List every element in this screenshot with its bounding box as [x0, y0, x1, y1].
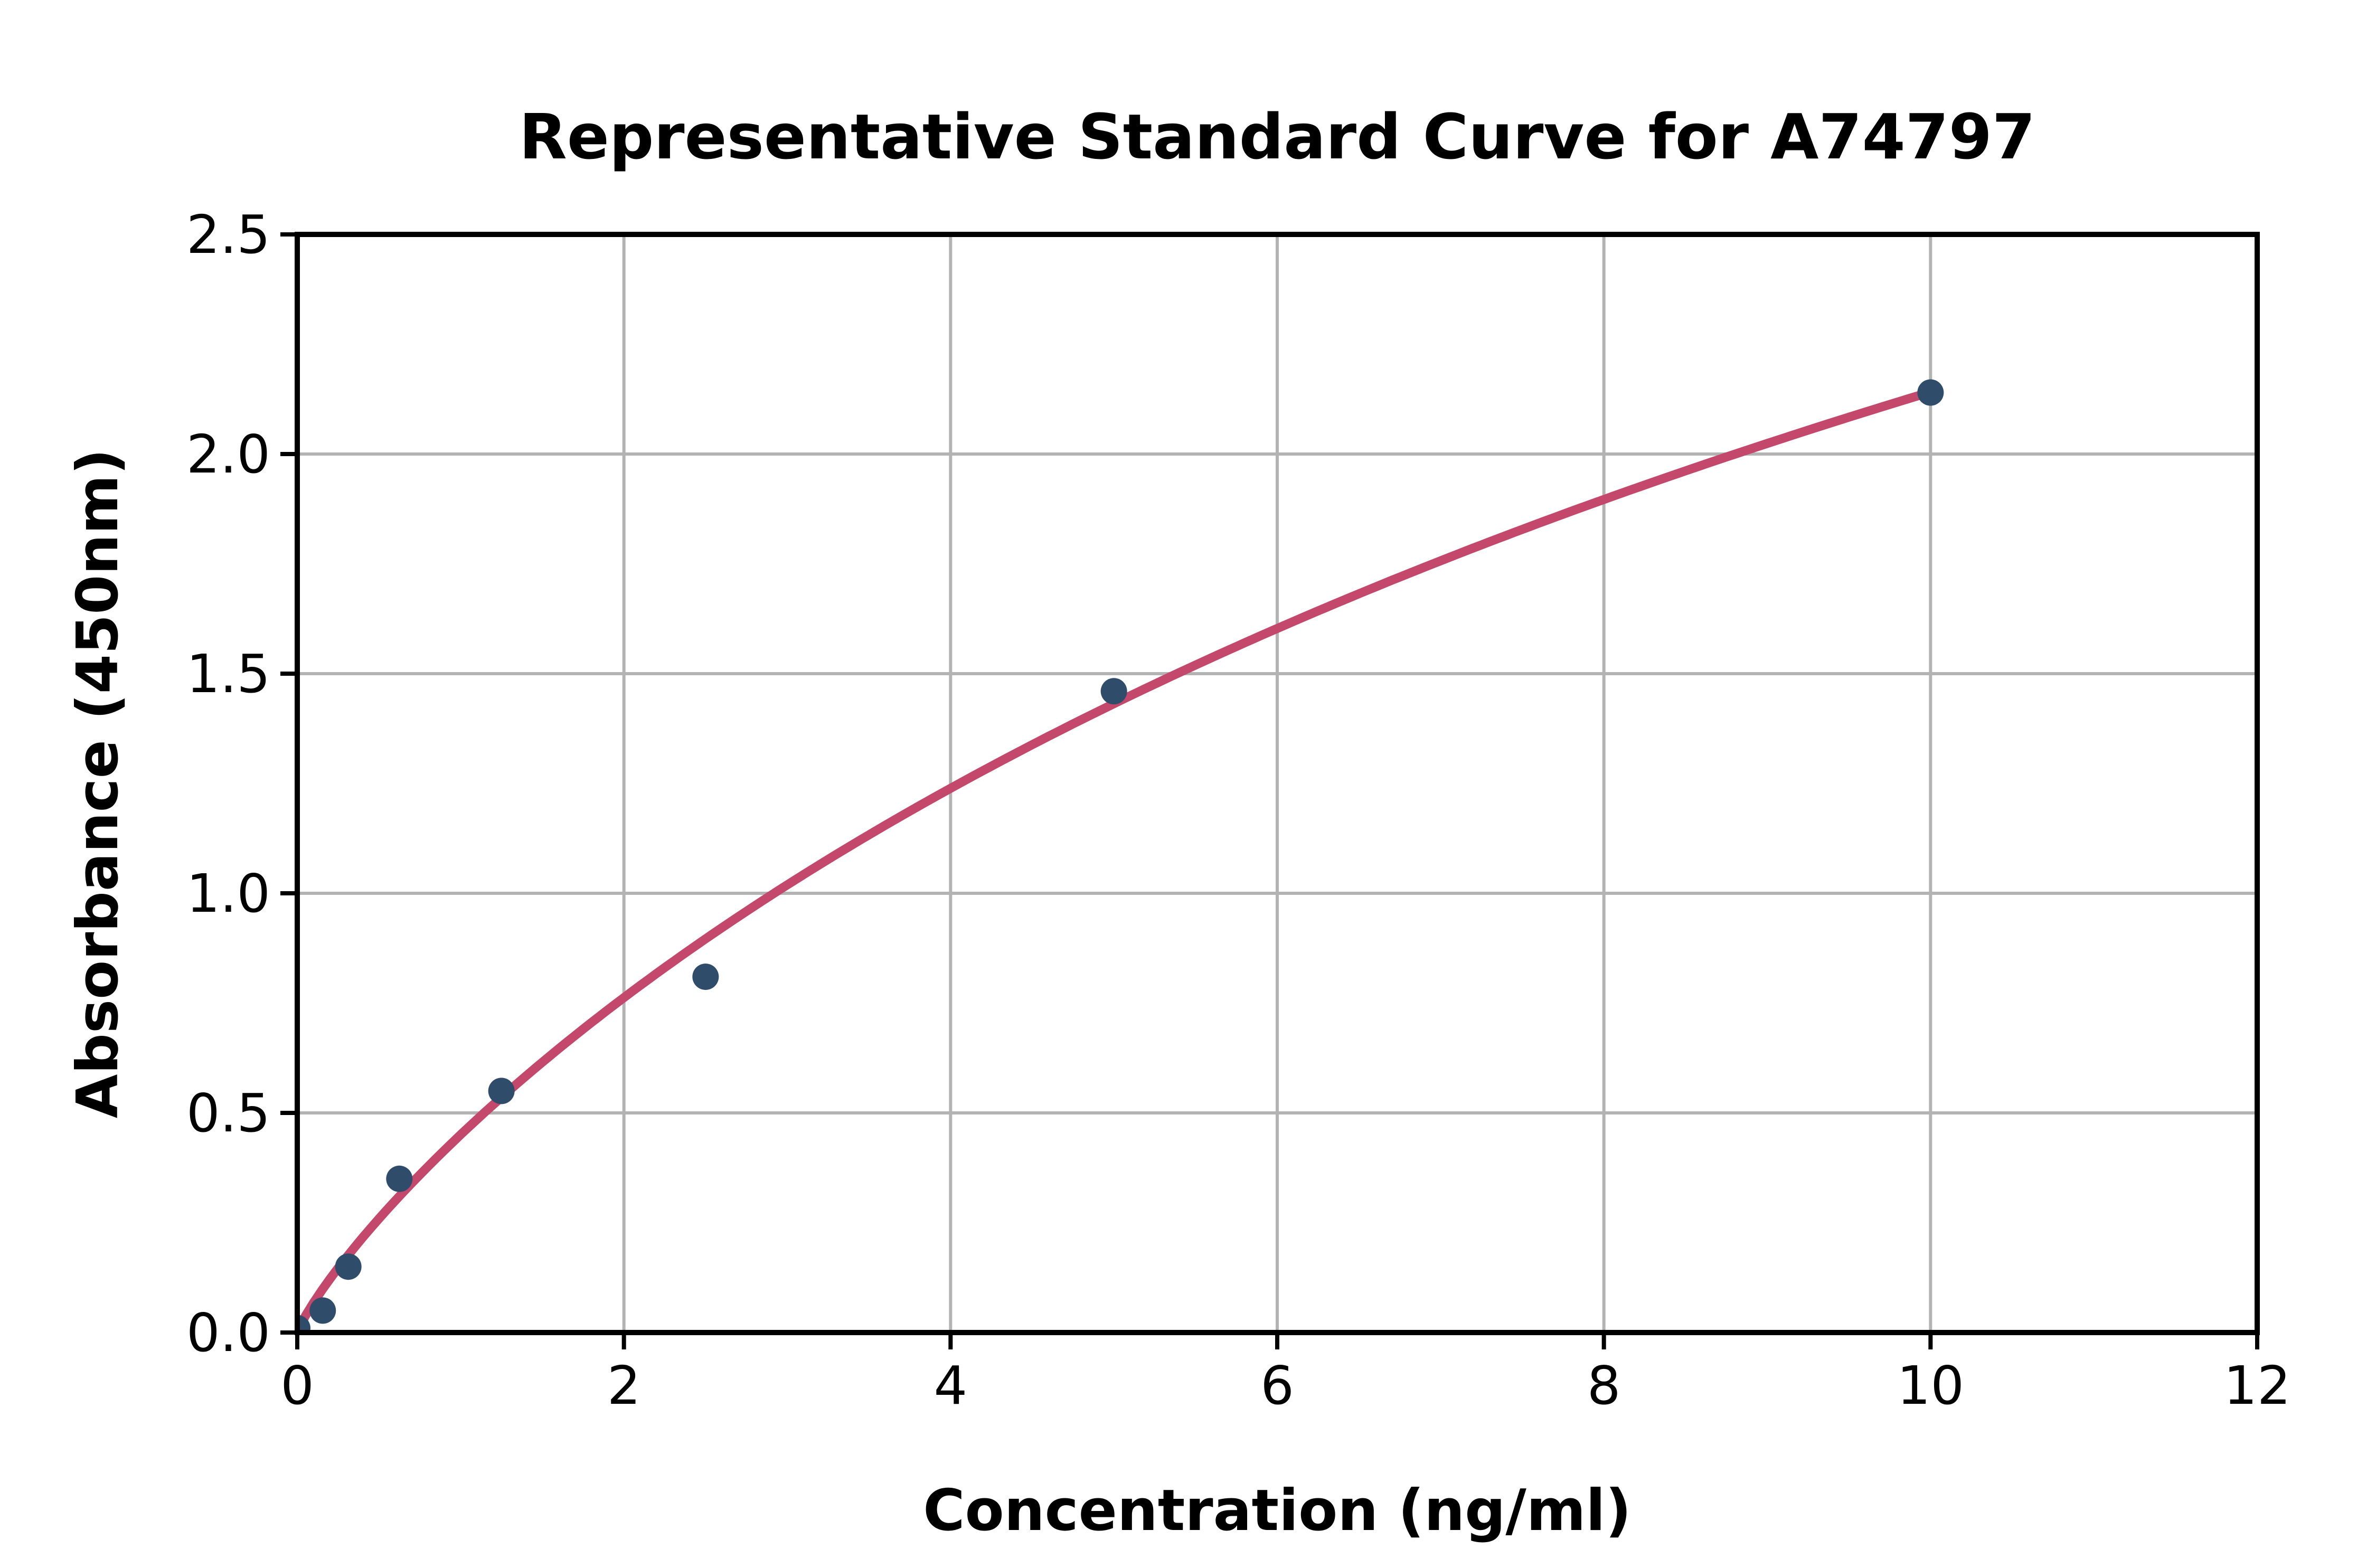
axis-ticks: [280, 232, 2259, 1349]
y-tick-label: 2.5: [186, 204, 270, 266]
y-tick-label: 2.0: [186, 423, 270, 485]
data-point: [692, 964, 719, 990]
data-point: [1100, 678, 1127, 705]
x-tick-label: 0: [280, 1355, 314, 1416]
chart-title: Representative Standard Curve for A74797: [519, 100, 2035, 173]
x-tick-label: 10: [1897, 1355, 1964, 1416]
data-point: [309, 1297, 336, 1324]
standard-curve-line: [297, 388, 1935, 1333]
tick-labels: 0 2 4 6 8 10 12 0.0 0.5 1.0 1.5 2.0 2.5: [186, 204, 2291, 1416]
y-tick-label: 1.5: [186, 643, 270, 705]
y-tick-label: 0.5: [186, 1082, 270, 1144]
data-point: [297, 1315, 310, 1333]
x-tick-label: 4: [934, 1355, 968, 1416]
gridlines: [297, 234, 2257, 1333]
data-points: [297, 379, 1944, 1333]
x-axis-label: Concentration (ng/ml): [923, 1478, 1632, 1544]
y-tick-label: 0.0: [186, 1302, 270, 1364]
x-tick-label: 2: [607, 1355, 641, 1416]
data-point: [1917, 379, 1944, 406]
y-axis-label: Absorbance (450nm): [65, 449, 131, 1118]
data-point: [386, 1165, 413, 1192]
x-tick-label: 8: [1587, 1355, 1621, 1416]
x-tick-label: 6: [1260, 1355, 1294, 1416]
y-tick-label: 1.0: [186, 863, 270, 924]
data-point: [335, 1253, 362, 1280]
x-tick-label: 12: [2223, 1355, 2290, 1416]
fitted-curve: [297, 388, 1935, 1333]
data-point: [488, 1078, 515, 1104]
